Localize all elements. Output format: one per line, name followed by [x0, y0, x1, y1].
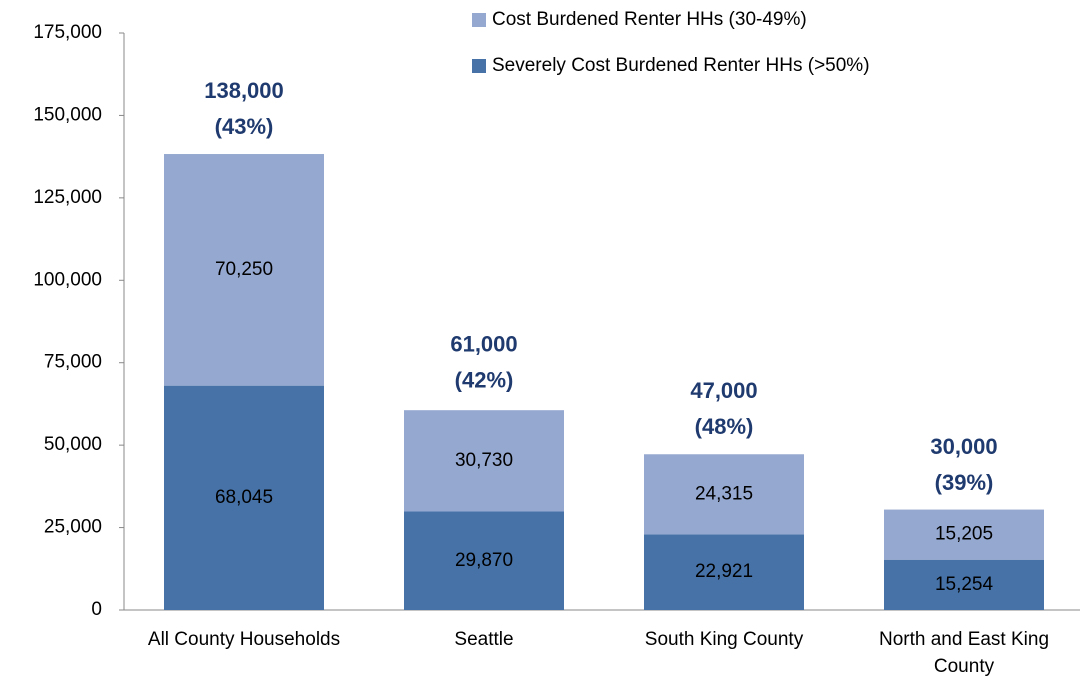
- legend-swatch: [472, 59, 486, 73]
- bar-segment: [644, 454, 804, 535]
- segment-label: 70,250: [215, 259, 273, 280]
- total-label: 61,000: [450, 332, 517, 357]
- total-label: 138,000: [204, 78, 284, 103]
- legend-label: Cost Burdened Renter HHs (30-49%): [492, 9, 807, 30]
- segment-label: 15,254: [935, 574, 994, 595]
- segment-label: 30,730: [455, 450, 513, 471]
- legend-label: Severely Cost Burdened Renter HHs (>50%): [492, 55, 870, 76]
- x-tick-label: Seattle: [454, 629, 514, 650]
- bar-segment: [164, 154, 324, 386]
- y-tick-label: 0: [91, 599, 102, 620]
- y-tick-label: 150,000: [33, 104, 102, 125]
- y-tick-label: 175,000: [33, 22, 102, 43]
- bar-segment: [884, 559, 1044, 610]
- total-label: 47,000: [690, 378, 757, 403]
- legend-swatch: [472, 13, 486, 27]
- bar-segment: [404, 511, 564, 610]
- segment-label: 29,870: [455, 550, 513, 571]
- segment-label: 24,315: [695, 483, 753, 504]
- segment-label: 22,921: [695, 561, 753, 582]
- bar-segment: [164, 385, 324, 610]
- share-label: (48%): [695, 414, 754, 439]
- x-tick-label: North and East King County: [878, 629, 1050, 677]
- y-tick-label: 125,000: [33, 187, 102, 208]
- share-label: (42%): [455, 368, 514, 393]
- bar-segment: [404, 410, 564, 512]
- bar-segment: [884, 509, 1044, 560]
- y-tick-label: 50,000: [44, 434, 102, 455]
- x-tick-label: South King County: [644, 629, 804, 650]
- share-label: (39%): [935, 470, 994, 495]
- segment-label: 15,205: [935, 524, 993, 545]
- total-label: 30,000: [930, 434, 997, 459]
- share-label: (43%): [215, 114, 274, 139]
- segment-label: 68,045: [215, 487, 273, 508]
- y-tick-label: 75,000: [44, 352, 102, 373]
- y-tick-label: 100,000: [33, 269, 102, 290]
- x-tick-label: All County Households: [147, 629, 341, 650]
- y-tick-label: 25,000: [44, 517, 102, 538]
- bar-segment: [644, 534, 804, 610]
